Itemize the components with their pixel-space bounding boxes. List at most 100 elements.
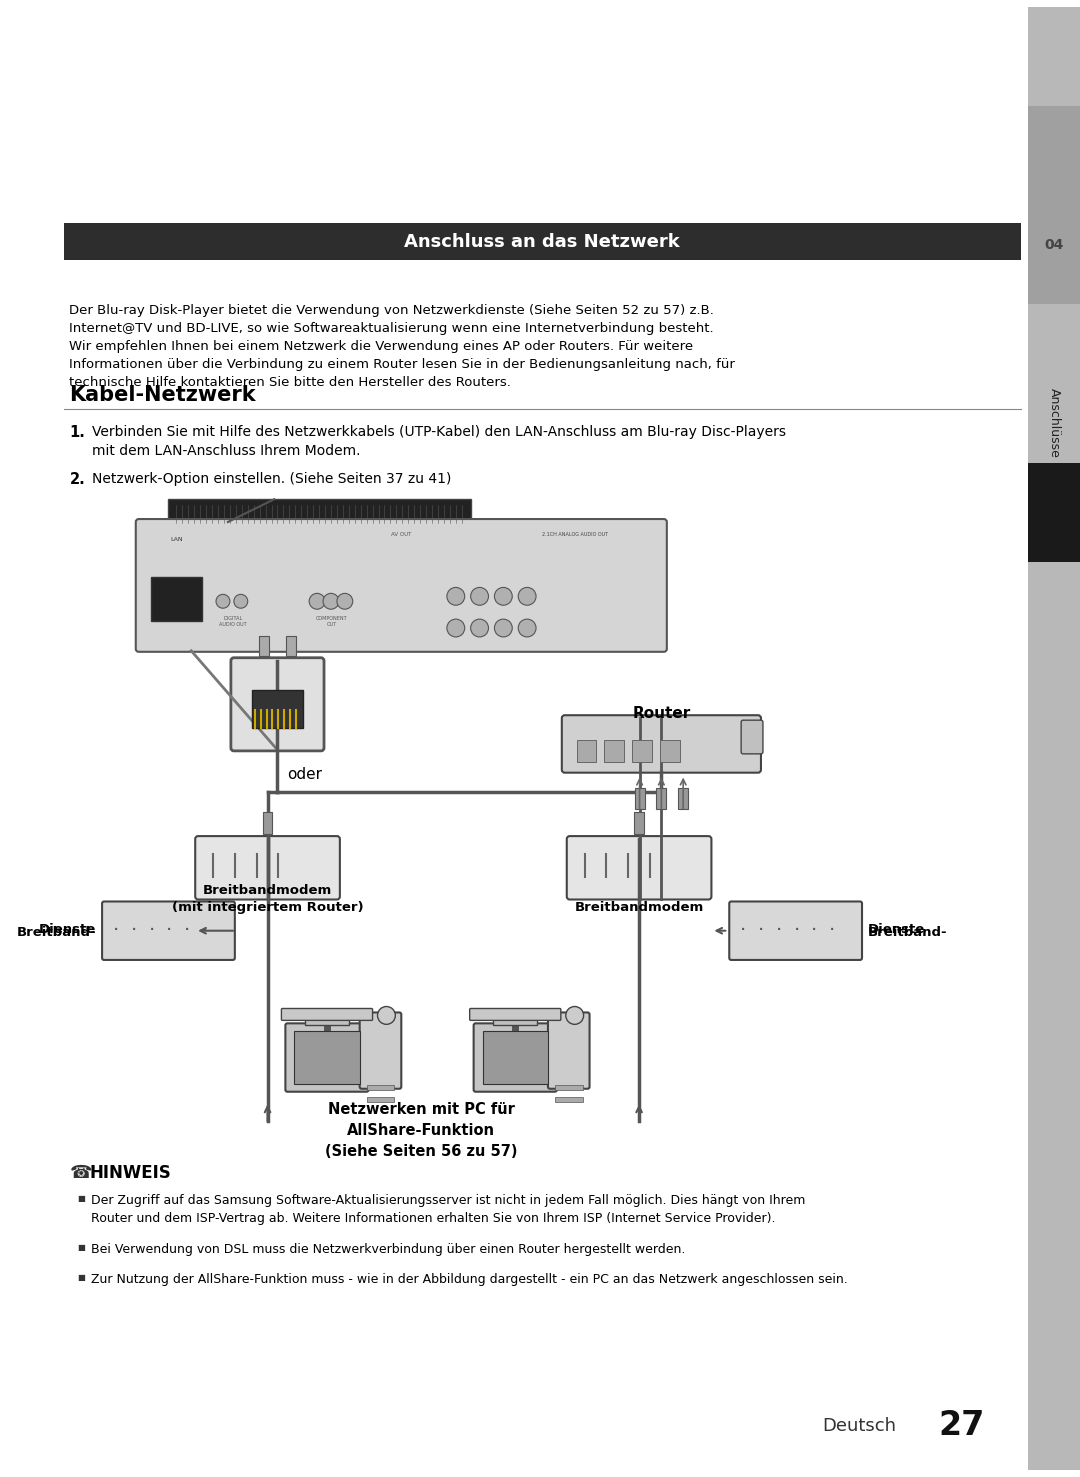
Bar <box>657 787 666 809</box>
Bar <box>494 1018 537 1025</box>
Text: Netzwerk-Option einstellen. (Siehe Seiten 37 zu 41): Netzwerk-Option einstellen. (Siehe Seite… <box>92 473 451 486</box>
Text: Der Blu-ray Disk-Player bietet die Verwendung von Netzwerkdienste (Siehe Seiten : Der Blu-ray Disk-Player bietet die Verwe… <box>69 304 735 388</box>
Circle shape <box>323 594 339 609</box>
Text: DIGITAL
AUDIO OUT: DIGITAL AUDIO OUT <box>219 616 246 626</box>
Circle shape <box>518 619 536 637</box>
FancyBboxPatch shape <box>231 657 324 750</box>
Bar <box>150 576 202 622</box>
Bar <box>65 223 1021 260</box>
Bar <box>555 1097 582 1102</box>
Bar <box>1028 7 1080 1470</box>
Circle shape <box>309 594 325 609</box>
Text: Dienste: Dienste <box>868 923 926 936</box>
Circle shape <box>337 594 353 609</box>
Text: 1.: 1. <box>69 425 85 440</box>
Text: Anschlüsse: Anschlüsse <box>1048 388 1061 458</box>
Text: 2.1CH ANALOG AUDIO OUT: 2.1CH ANALOG AUDIO OUT <box>542 532 608 538</box>
Circle shape <box>378 1006 395 1025</box>
Bar <box>168 499 471 524</box>
Text: ·: · <box>148 922 154 941</box>
Circle shape <box>216 594 230 609</box>
Bar <box>635 787 645 809</box>
Bar <box>1028 462 1080 561</box>
Text: HINWEIS: HINWEIS <box>90 1164 171 1182</box>
FancyBboxPatch shape <box>103 901 234 960</box>
Text: Router: Router <box>632 706 690 721</box>
Text: ·: · <box>811 922 818 941</box>
Text: ·: · <box>775 922 782 941</box>
Text: Breitband-: Breitband- <box>16 926 96 939</box>
Text: Deutsch: Deutsch <box>823 1416 896 1434</box>
Bar <box>678 787 688 809</box>
Text: Breitbandmodem
(mit integriertem Router): Breitbandmodem (mit integriertem Router) <box>172 885 363 914</box>
Text: Netzwerken mit PC für
AllShare-Funktion
(Siehe Seiten 56 zu 57): Netzwerken mit PC für AllShare-Funktion … <box>325 1102 517 1158</box>
Text: ■: ■ <box>78 1273 85 1282</box>
Bar <box>634 812 644 835</box>
Bar <box>632 740 652 762</box>
Text: Bei Verwendung von DSL muss die Netzwerkverbindung über einen Router hergestellt: Bei Verwendung von DSL muss die Netzwerk… <box>91 1244 686 1257</box>
FancyBboxPatch shape <box>474 1024 557 1092</box>
Circle shape <box>495 588 512 606</box>
Text: ·: · <box>131 922 137 941</box>
FancyBboxPatch shape <box>741 721 762 753</box>
Text: ·: · <box>112 922 119 941</box>
Text: ·: · <box>794 922 800 941</box>
Text: ■: ■ <box>78 1244 85 1252</box>
Circle shape <box>447 588 464 606</box>
Bar <box>262 812 272 835</box>
Text: Der Zugriff auf das Samsung Software-Aktualisierungsserver ist nicht in jedem Fa: Der Zugriff auf das Samsung Software-Akt… <box>91 1193 806 1224</box>
Bar <box>306 1018 349 1025</box>
FancyBboxPatch shape <box>285 1024 368 1092</box>
Text: ·: · <box>829 922 836 941</box>
Text: AV OUT: AV OUT <box>391 532 411 538</box>
Bar <box>605 740 624 762</box>
FancyBboxPatch shape <box>729 901 862 960</box>
Circle shape <box>447 619 464 637</box>
FancyBboxPatch shape <box>548 1012 590 1089</box>
Circle shape <box>566 1006 583 1025</box>
FancyBboxPatch shape <box>567 836 712 899</box>
Text: oder: oder <box>287 767 322 783</box>
Text: Anschluss an das Netzwerk: Anschluss an das Netzwerk <box>404 232 680 251</box>
Bar <box>660 740 679 762</box>
Bar <box>252 690 303 728</box>
Circle shape <box>471 588 488 606</box>
Circle shape <box>234 594 247 609</box>
Text: 04: 04 <box>1044 238 1064 251</box>
Circle shape <box>471 619 488 637</box>
Text: ·: · <box>740 922 746 941</box>
Text: Zur Nutzung der AllShare-Funktion muss - wie in der Abbildung dargestellt - ein : Zur Nutzung der AllShare-Funktion muss -… <box>91 1273 848 1286</box>
Text: COMPONENT
OUT: COMPONENT OUT <box>316 616 348 626</box>
Bar <box>483 1031 548 1084</box>
Circle shape <box>495 619 512 637</box>
FancyBboxPatch shape <box>562 715 761 772</box>
FancyBboxPatch shape <box>195 836 340 899</box>
FancyBboxPatch shape <box>136 518 666 651</box>
FancyBboxPatch shape <box>470 1009 561 1021</box>
Text: 27: 27 <box>937 1409 984 1442</box>
Text: Kabel-Netzwerk: Kabel-Netzwerk <box>69 385 256 405</box>
Text: Dienste: Dienste <box>39 923 96 936</box>
Bar <box>366 1084 394 1090</box>
Text: ·: · <box>166 922 173 941</box>
Bar <box>577 740 596 762</box>
Text: LAN: LAN <box>170 538 183 542</box>
Text: ☎: ☎ <box>69 1164 92 1182</box>
Bar <box>286 637 296 656</box>
Text: Breitband-: Breitband- <box>868 926 947 939</box>
Circle shape <box>518 588 536 606</box>
Bar <box>366 1097 394 1102</box>
Bar <box>258 637 269 656</box>
Bar <box>294 1031 360 1084</box>
FancyBboxPatch shape <box>360 1012 402 1089</box>
Text: Breitbandmodem: Breitbandmodem <box>575 901 704 914</box>
Text: ■: ■ <box>78 1193 85 1202</box>
Text: Verbinden Sie mit Hilfe des Netzwerkkabels (UTP-Kabel) den LAN-Anschluss am Blu-: Verbinden Sie mit Hilfe des Netzwerkkabe… <box>92 425 786 458</box>
Bar <box>555 1084 582 1090</box>
Text: ·: · <box>185 922 190 941</box>
Text: ·: · <box>202 922 208 941</box>
Text: ·: · <box>758 922 764 941</box>
Bar <box>1028 106 1080 304</box>
FancyBboxPatch shape <box>282 1009 373 1021</box>
Text: 2.: 2. <box>69 473 85 487</box>
